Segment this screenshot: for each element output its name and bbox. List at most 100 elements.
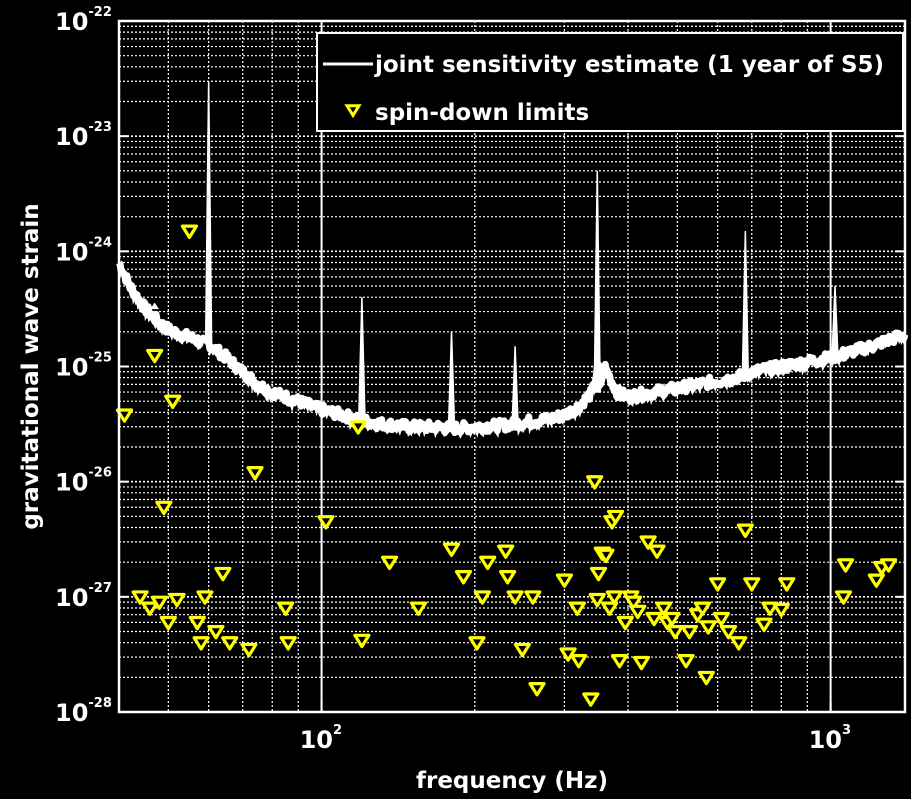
tick-base: 10 [55, 238, 88, 266]
legend: joint sensitivity estimate (1 year of S5… [316, 32, 904, 132]
spin-down-point [663, 611, 681, 627]
spin-down-point [736, 523, 754, 538]
spin-down-point [192, 636, 210, 651]
tick-exponent: 2 [333, 723, 342, 738]
spin-down-point [616, 615, 634, 631]
spin-down-point [409, 601, 428, 616]
sensitivity-curve-layer [116, 81, 909, 439]
tick-exponent: -28 [88, 696, 112, 711]
spin-down-point [164, 394, 182, 410]
spin-down-point [632, 655, 651, 671]
tick-base: 10 [55, 8, 88, 36]
spin-down-point [624, 595, 643, 611]
spin-down-point [499, 570, 517, 585]
spin-down-point [639, 535, 657, 550]
y-tick-label: 10-24 [55, 235, 112, 266]
spin-down-point [150, 595, 168, 611]
spin-down-point [743, 577, 761, 592]
spin-down-point [555, 573, 574, 588]
tick-base: 10 [55, 354, 88, 382]
spin-down-point [597, 548, 615, 564]
spin-down-point [454, 570, 473, 585]
spin-down-point [353, 633, 371, 649]
spin-down-point [568, 601, 586, 616]
spin-down-point [146, 348, 164, 364]
spin-down-point [836, 558, 855, 573]
spin-down-point [697, 670, 715, 686]
spin-down-point [131, 590, 149, 605]
spin-down-markers-layer [115, 224, 898, 707]
y-tick-label: 10-27 [55, 581, 112, 612]
spin-down-point [240, 642, 258, 658]
y-tick-label: 10-26 [55, 466, 112, 497]
spin-down-point [277, 601, 295, 616]
spin-down-point [880, 558, 898, 573]
y-tick-label: 10-25 [55, 351, 112, 382]
spin-down-point [693, 601, 712, 616]
spin-down-point [712, 611, 730, 627]
tick-base: 10 [55, 699, 88, 727]
spin-down-point [730, 636, 748, 651]
spin-down-point [180, 224, 199, 239]
tick-exponent: -26 [88, 466, 112, 481]
spin-down-point [380, 555, 399, 571]
tick-base: 10 [55, 584, 88, 612]
spin-down-point [207, 625, 225, 640]
spin-down-point [605, 590, 623, 605]
spin-down-point [115, 408, 134, 423]
spin-down-point [221, 636, 239, 651]
x-tick-label: 103 [809, 723, 851, 754]
tick-exponent: -25 [88, 351, 112, 366]
spin-down-point [588, 592, 606, 608]
sensitivity-spike [150, 302, 160, 310]
axis-ticks [119, 20, 905, 713]
spin-down-point [570, 654, 588, 669]
spin-down-point [610, 654, 629, 669]
spin-down-point [497, 544, 515, 559]
spin-down-point [645, 611, 663, 627]
spin-down-point [867, 573, 885, 588]
legend-marker-swatch [344, 104, 362, 119]
spin-down-point [648, 544, 666, 559]
spin-down-point [196, 590, 214, 605]
spin-down-point [601, 601, 619, 616]
sensitivity-spike [358, 297, 366, 416]
spin-down-point [188, 615, 206, 631]
x-axis-label: frequency (Hz) [416, 768, 608, 794]
sensitivity-spike [511, 346, 519, 426]
spin-down-point [479, 555, 497, 571]
sensitivity-spike [741, 231, 750, 379]
spin-down-point [473, 590, 492, 605]
spin-down-point [699, 620, 717, 635]
sensitivity-spike [447, 331, 456, 428]
legend-entry-spin-down: spin-down limits [375, 100, 589, 126]
tick-exponent: -24 [88, 235, 112, 250]
spin-down-point [629, 604, 647, 620]
tick-exponent: -23 [88, 120, 112, 135]
spin-down-point [349, 420, 367, 435]
spin-down-point [506, 590, 524, 605]
spin-down-point [524, 590, 542, 605]
spin-down-point [680, 625, 699, 640]
tick-base: 10 [809, 726, 842, 754]
spin-down-point [755, 617, 773, 632]
tick-exponent: 3 [842, 723, 851, 738]
sensitivity-spike [204, 81, 213, 344]
legend-entry-sensitivity: joint sensitivity estimate (1 year of S5… [374, 52, 884, 78]
spin-down-point [528, 681, 546, 697]
y-tick-label: 10-28 [55, 696, 112, 727]
spin-down-point [155, 500, 173, 516]
sensitivity-spike [593, 170, 602, 393]
spin-down-point [586, 475, 604, 490]
spin-down-point [468, 636, 486, 651]
spin-down-point [677, 654, 695, 669]
spin-down-point [772, 602, 790, 618]
sensitivity-spike [831, 285, 839, 359]
spin-down-point [246, 466, 264, 481]
tick-exponent: -22 [88, 5, 112, 20]
spin-down-point [582, 692, 600, 707]
spin-down-point [606, 509, 625, 525]
tick-base: 10 [55, 123, 88, 151]
spin-down-point [589, 566, 608, 582]
